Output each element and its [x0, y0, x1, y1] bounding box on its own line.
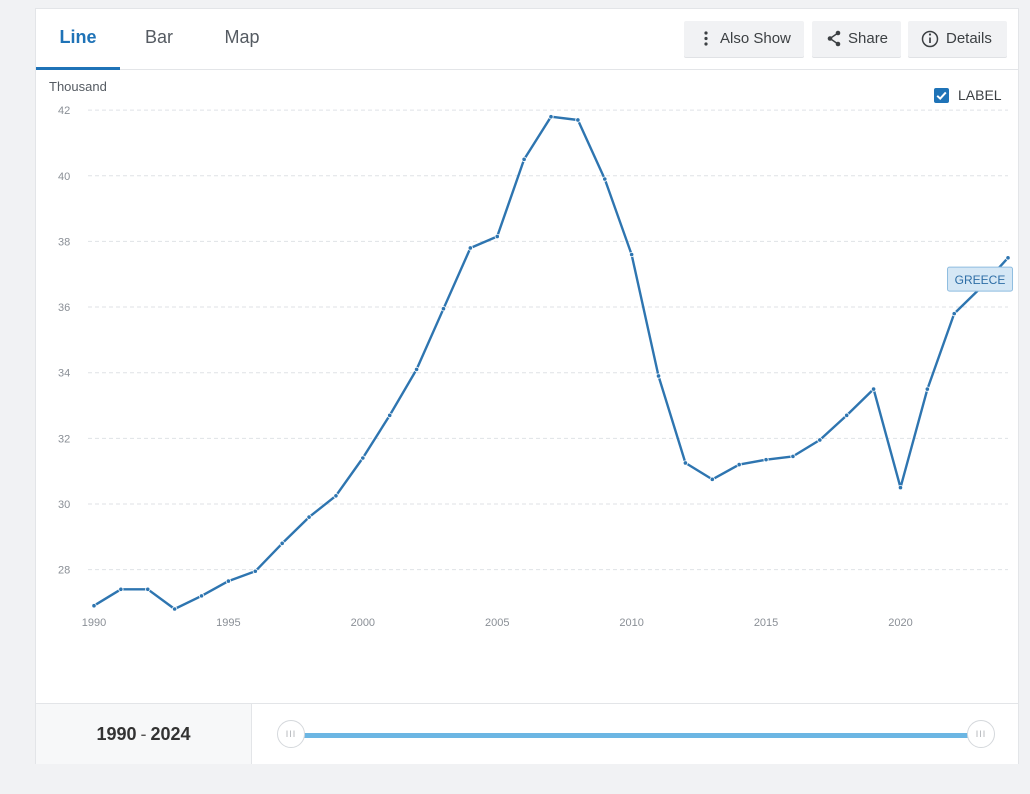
x-tick-label: 2020 [888, 617, 912, 629]
data-point [387, 412, 393, 418]
tab-bar-chart[interactable]: Bar [144, 27, 173, 47]
range-end-year: 2024 [150, 724, 191, 744]
data-point [91, 603, 97, 609]
data-point [145, 586, 151, 592]
data-point [844, 412, 850, 418]
range-slider-start-handle[interactable]: III [277, 720, 305, 748]
tab-map[interactable]: Map [224, 27, 260, 47]
range-start-year: 1990 [96, 724, 137, 744]
data-point [360, 455, 366, 461]
y-tick-label: 34 [58, 368, 70, 380]
x-tick-label: 1995 [216, 617, 240, 629]
data-point [924, 386, 930, 392]
info-icon [920, 21, 940, 57]
data-point [682, 460, 689, 466]
data-point [548, 114, 554, 120]
data-point [467, 245, 473, 251]
y-tick-label: 28 [58, 565, 70, 577]
data-point [118, 586, 124, 592]
also-show-button[interactable]: Also Show [684, 21, 804, 57]
share-icon [824, 21, 844, 57]
y-tick-label: 40 [58, 171, 70, 183]
x-tick-label: 1990 [82, 617, 106, 629]
range-slider-end-handle[interactable]: III [967, 720, 995, 748]
x-tick-label: 2000 [351, 617, 375, 629]
data-point [897, 484, 904, 491]
chart-card: Line Bar Map Also Show Share Details Tho… [35, 8, 1019, 764]
data-point [333, 493, 339, 499]
share-label: Share [848, 30, 889, 47]
more-vertical-icon [696, 21, 716, 57]
line-chart: 28 30 32 34 36 38 40 42 1990 1995 2000 2005 2010 2015… [58, 105, 1014, 629]
data-point [1005, 255, 1011, 261]
series-line-greece [93, 115, 1009, 611]
details-label: Details [946, 30, 992, 47]
range-label: 1990-2024 [36, 704, 252, 764]
tab-bar: Line Bar Map Also Show Share Details [36, 9, 1018, 70]
x-tick-label: 2015 [754, 617, 778, 629]
data-point [252, 568, 258, 574]
tab-line[interactable]: Line [36, 9, 120, 70]
x-tick-label: 2005 [485, 617, 509, 629]
y-tick-label: 32 [58, 433, 70, 445]
share-button[interactable]: Share [812, 21, 901, 57]
data-point [655, 373, 662, 379]
series-label-box [947, 266, 1014, 292]
data-point [413, 366, 420, 373]
data-point [870, 386, 877, 392]
data-point [629, 251, 635, 258]
unit-label: Thousand [49, 79, 107, 94]
series-label-text: GREECE [955, 273, 1006, 287]
data-point [951, 311, 957, 317]
data-point [521, 156, 527, 162]
label-checkbox[interactable] [934, 88, 949, 103]
y-tick-label: 36 [58, 302, 70, 314]
also-show-label: Also Show [720, 30, 791, 47]
details-button[interactable]: Details [908, 21, 1007, 57]
data-point [198, 593, 205, 599]
data-point [575, 117, 581, 123]
data-point [736, 461, 742, 468]
x-tick-label: 2010 [619, 617, 643, 629]
data-point [763, 457, 769, 463]
label-toggle-text: LABEL [958, 87, 1002, 103]
range-bar: 1990-2024 III III [36, 703, 1018, 764]
range-slider-track[interactable] [292, 733, 982, 738]
data-point [225, 578, 232, 584]
data-point [279, 540, 285, 546]
data-point [817, 437, 823, 443]
data-point [306, 514, 312, 520]
data-point [709, 476, 715, 482]
data-point [790, 453, 796, 459]
y-tick-label: 30 [58, 499, 70, 511]
range-separator: - [140, 724, 147, 744]
check-icon [936, 91, 947, 101]
y-tick-label: 38 [58, 236, 70, 248]
data-point [172, 606, 178, 612]
data-point [494, 233, 500, 240]
y-tick-label: 42 [58, 105, 70, 117]
data-point [440, 306, 447, 312]
data-point [602, 176, 608, 182]
